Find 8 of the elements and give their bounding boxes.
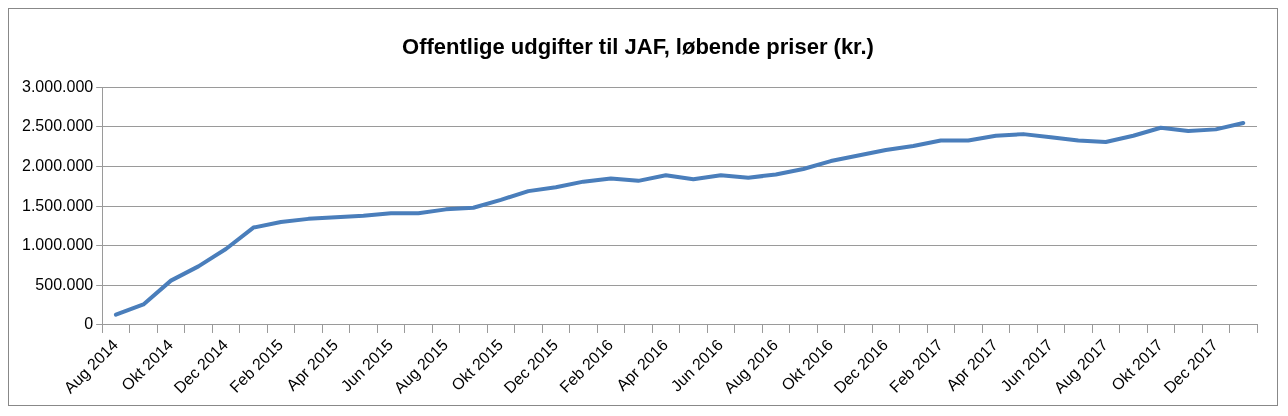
chart-title: Offentlige udgifter til JAF, løbende priser (kr.) bbox=[402, 34, 874, 60]
y-tick-label: 2.000.000 bbox=[21, 157, 94, 174]
y-tick-label: 500.000 bbox=[35, 275, 94, 293]
y-tick-label: 0 bbox=[84, 315, 94, 333]
y-tick-label: 2.500.000 bbox=[21, 117, 94, 135]
y-tick-label: 1.000.000 bbox=[21, 236, 94, 254]
y-tick-label: 3.000.000 bbox=[21, 77, 94, 95]
y-tick-label: 1.500.000 bbox=[21, 196, 94, 214]
